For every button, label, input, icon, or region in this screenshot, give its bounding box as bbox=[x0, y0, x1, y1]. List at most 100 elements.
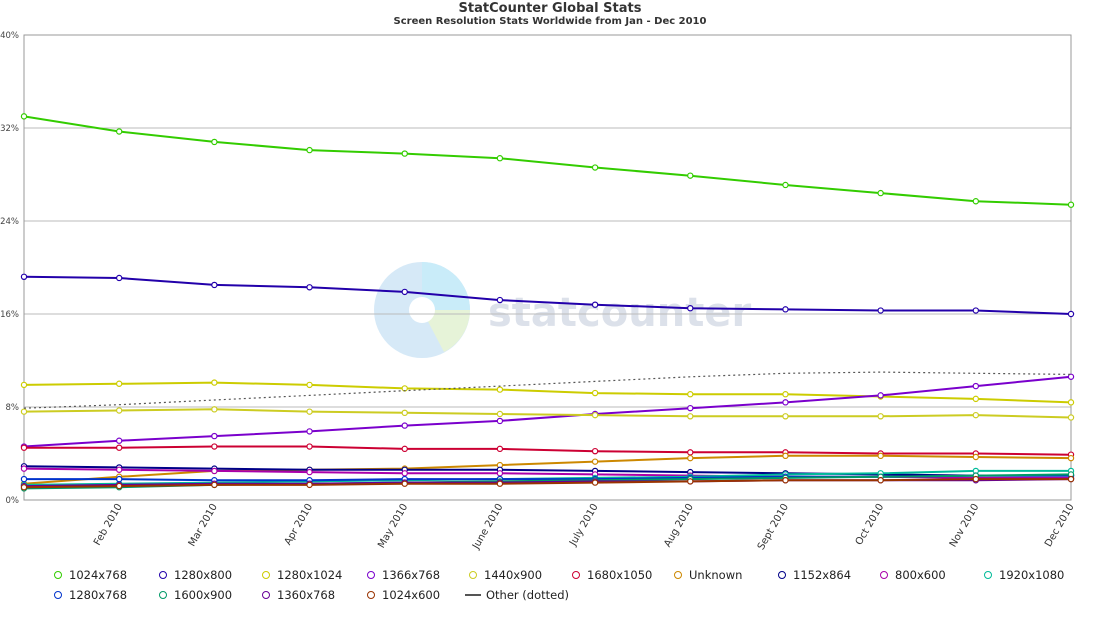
data-point bbox=[306, 443, 313, 450]
series-line bbox=[23, 115, 1072, 206]
legend-swatch bbox=[980, 570, 994, 580]
legend-item: 1360x768 bbox=[258, 588, 335, 602]
data-point bbox=[877, 392, 884, 399]
data-point bbox=[687, 391, 694, 398]
legend-item: 1024x600 bbox=[363, 588, 440, 602]
watermark-logo-slice bbox=[422, 262, 470, 310]
legend-label: 1600x900 bbox=[174, 588, 233, 602]
data-point bbox=[211, 481, 218, 489]
data-point bbox=[401, 409, 408, 417]
legend-item: 1600x900 bbox=[155, 588, 232, 602]
y-tick-label: 0% bbox=[6, 496, 20, 506]
data-point bbox=[972, 475, 980, 483]
legend-swatch bbox=[465, 590, 481, 600]
legend-swatch bbox=[465, 570, 479, 580]
data-point bbox=[972, 395, 980, 403]
data-point bbox=[877, 413, 884, 420]
data-point bbox=[1067, 414, 1075, 421]
data-point bbox=[1067, 310, 1075, 318]
data-point bbox=[782, 452, 789, 460]
data-point bbox=[782, 413, 789, 420]
x-tick-label: Aug 2010 bbox=[662, 502, 696, 549]
data-point bbox=[1067, 373, 1075, 380]
data-point bbox=[115, 380, 123, 387]
legend-item: 1366x768 bbox=[363, 568, 440, 582]
data-point bbox=[20, 113, 28, 120]
series-line bbox=[23, 381, 1072, 404]
legend-label: 1366x768 bbox=[382, 568, 441, 582]
data-point bbox=[496, 417, 504, 425]
data-point bbox=[1067, 475, 1075, 483]
data-point bbox=[211, 406, 218, 413]
y-tick-label: 24% bbox=[0, 217, 19, 227]
legend-label: Other (dotted) bbox=[486, 588, 570, 602]
data-point bbox=[1067, 454, 1075, 462]
data-point bbox=[591, 164, 599, 171]
legend-swatch bbox=[50, 570, 64, 580]
series-line bbox=[23, 465, 1071, 477]
legend-item: 1024x768 bbox=[50, 568, 127, 582]
legend-swatch bbox=[155, 590, 169, 600]
data-point bbox=[20, 273, 28, 280]
data-point bbox=[20, 484, 28, 491]
series-line bbox=[23, 375, 1072, 448]
data-point bbox=[687, 413, 694, 420]
data-point bbox=[972, 453, 980, 461]
legend-item: Other (dotted) bbox=[465, 588, 569, 602]
series-line bbox=[24, 445, 1072, 456]
data-point bbox=[972, 382, 980, 390]
legend-label: 1024x600 bbox=[382, 588, 441, 602]
data-point bbox=[782, 181, 789, 189]
legend-label: Unknown bbox=[689, 568, 743, 582]
data-point bbox=[115, 444, 123, 451]
legend-swatch bbox=[774, 570, 788, 580]
data-point bbox=[877, 477, 884, 484]
legend-item: 1280x768 bbox=[50, 588, 127, 602]
legend-item: Unknown bbox=[670, 568, 742, 582]
data-point bbox=[306, 428, 313, 435]
data-point bbox=[591, 479, 599, 486]
series-line bbox=[23, 454, 1072, 485]
data-point bbox=[115, 407, 123, 414]
data-point bbox=[115, 437, 123, 444]
legend-label: 1920x1080 bbox=[999, 568, 1065, 582]
data-point bbox=[211, 432, 218, 440]
data-point bbox=[687, 454, 694, 462]
y-tick-label: 40% bbox=[0, 31, 19, 41]
series-line-other bbox=[23, 371, 1072, 409]
data-point bbox=[687, 449, 694, 456]
legend-item: 1152x864 bbox=[774, 568, 851, 582]
legend-swatch bbox=[258, 590, 272, 600]
data-point bbox=[496, 296, 504, 304]
y-tick-label: 16% bbox=[0, 310, 19, 320]
legend-item: 1280x800 bbox=[155, 568, 232, 582]
data-point bbox=[115, 475, 123, 483]
series-line bbox=[23, 275, 1072, 315]
legend-item: 1680x1050 bbox=[568, 568, 652, 582]
x-tick-label: Dec 2010 bbox=[1043, 502, 1077, 549]
data-point bbox=[401, 445, 408, 453]
data-point bbox=[20, 444, 28, 451]
data-point bbox=[401, 150, 408, 157]
data-point bbox=[1067, 201, 1075, 208]
x-tick-label: July 2010 bbox=[567, 502, 600, 549]
data-point bbox=[211, 443, 218, 450]
x-tick-label: June 2010 bbox=[470, 502, 505, 552]
data-point bbox=[211, 379, 218, 386]
data-point bbox=[496, 470, 504, 477]
legend-label: 1280x1024 bbox=[277, 568, 343, 582]
data-point bbox=[20, 475, 28, 483]
data-point bbox=[401, 422, 408, 429]
legend-swatch bbox=[363, 570, 377, 580]
data-point bbox=[972, 411, 980, 419]
data-point bbox=[877, 307, 884, 314]
data-point bbox=[115, 128, 123, 135]
data-point bbox=[20, 465, 28, 472]
legend-swatch bbox=[258, 570, 272, 580]
legend-label: 1280x768 bbox=[69, 588, 128, 602]
series-line bbox=[23, 478, 1071, 489]
plot-border bbox=[23, 34, 1072, 501]
data-point bbox=[496, 480, 504, 487]
data-point bbox=[306, 481, 313, 489]
